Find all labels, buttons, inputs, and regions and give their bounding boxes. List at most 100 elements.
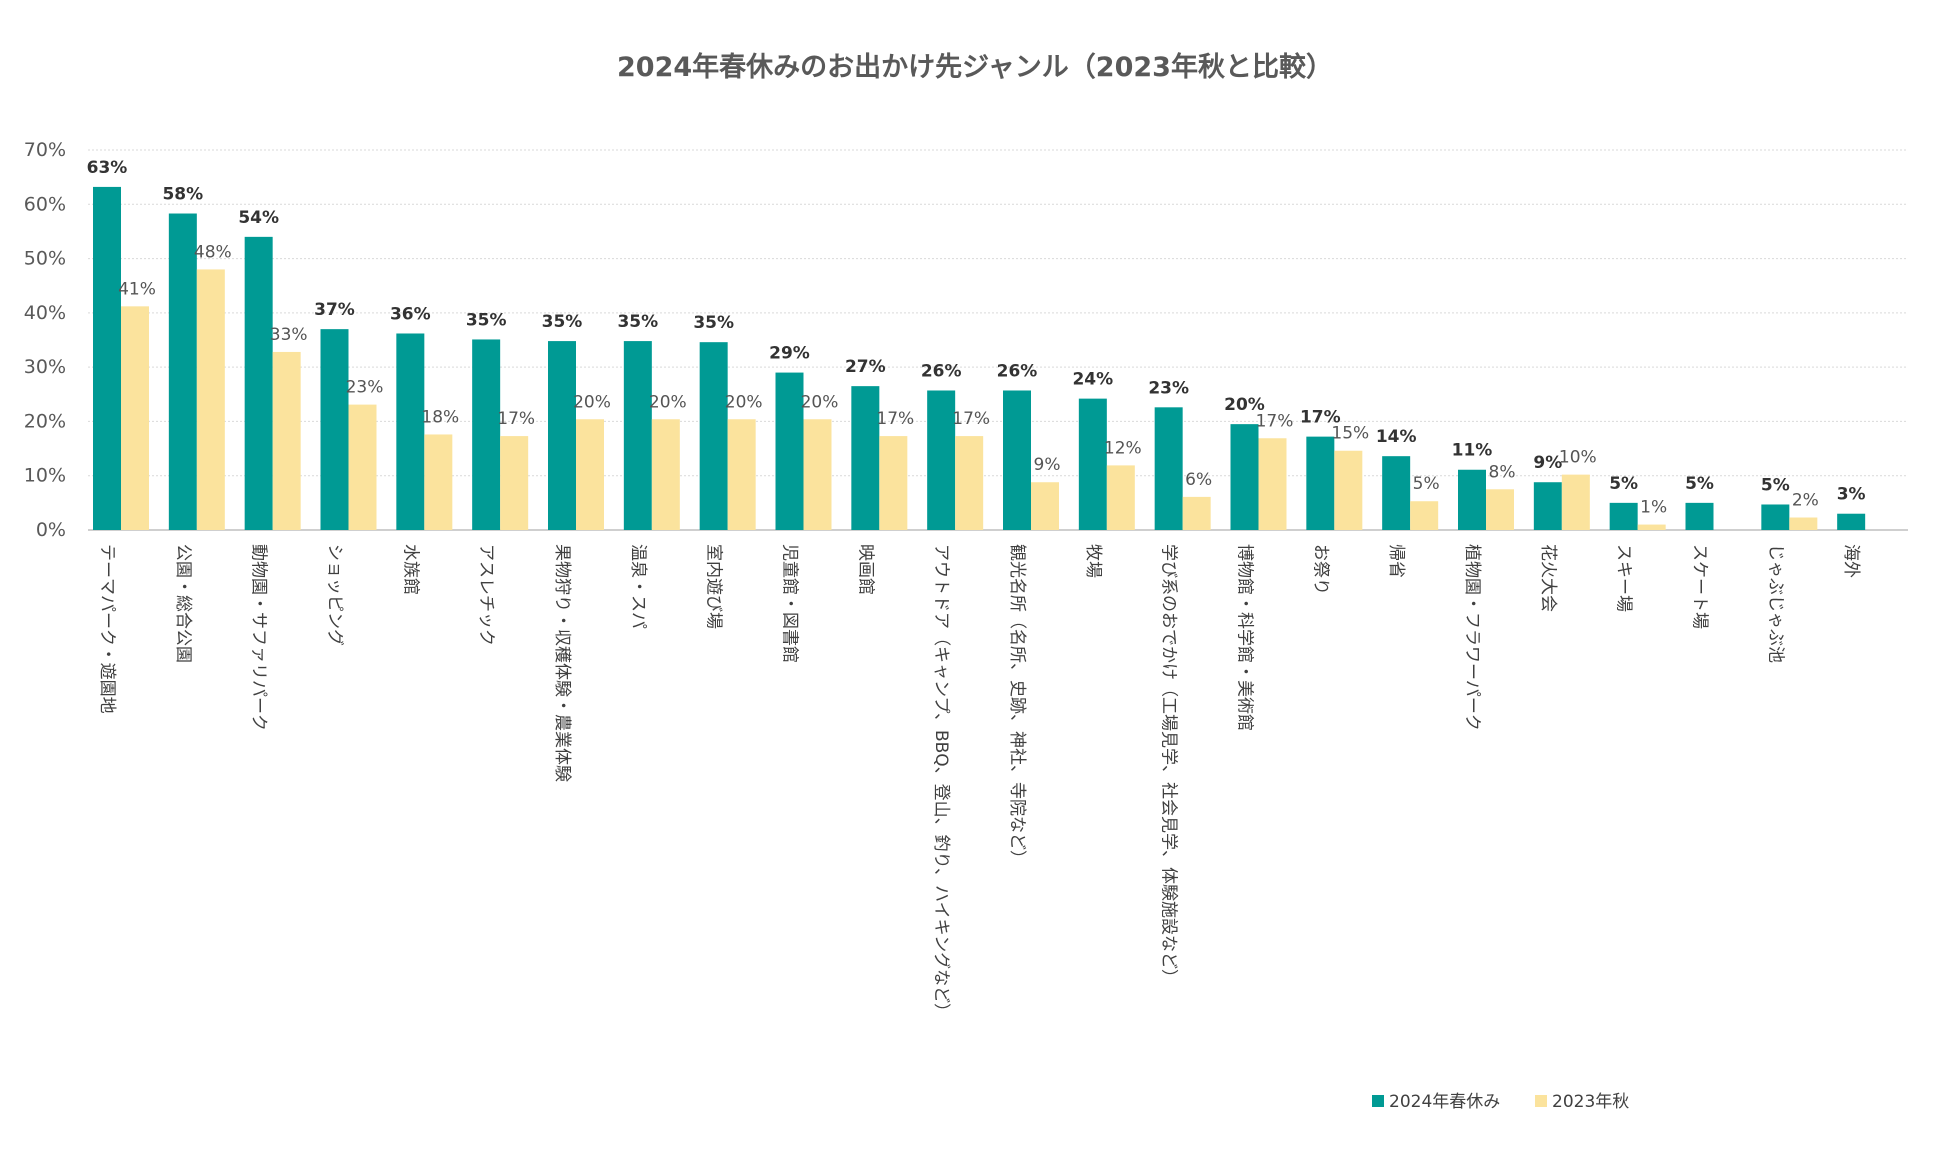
data-label-2023-autumn: 20% [725, 392, 763, 412]
bar-2024-spring [472, 339, 501, 530]
data-label-2023-autumn: 23% [346, 378, 384, 398]
data-label-2023-autumn: 15% [1331, 424, 1369, 444]
bar-2023-autumn [1637, 524, 1666, 530]
bar-2024-spring [244, 236, 273, 530]
data-label-2024-spring: 5% [1761, 475, 1790, 495]
category-label: スキー場 [1614, 544, 1634, 612]
bar-2024-spring [1003, 390, 1031, 530]
category-label: 海外 [1841, 544, 1861, 578]
data-label-2024-spring: 58% [162, 185, 203, 205]
bar-2024-spring [396, 333, 425, 530]
bar-2023-autumn [576, 419, 604, 530]
bar-2024-spring [623, 341, 652, 530]
data-label-2024-spring: 35% [693, 313, 734, 333]
bar-2024-spring [1230, 424, 1259, 530]
data-label-2024-spring: 11% [1452, 441, 1493, 461]
bar-2024-spring [1154, 407, 1183, 530]
chart-title: 2024年春休みのお出かけ先ジャンル（2023年秋と比較） [617, 51, 1333, 83]
bar-2024-spring [320, 329, 349, 530]
bar-2023-autumn [424, 434, 453, 530]
category-label: 公園・総合公園 [173, 544, 193, 663]
bar-2023-autumn [651, 419, 680, 530]
bar-2024-spring [1306, 436, 1335, 530]
bar-2023-autumn [803, 419, 832, 530]
bar-2023-autumn [348, 404, 377, 530]
data-label-2024-spring: 17% [1300, 408, 1341, 428]
y-tick-label: 70% [24, 139, 66, 161]
data-label-2024-spring: 35% [617, 312, 658, 332]
bar-2023-autumn [727, 419, 756, 530]
data-label-2023-autumn: 20% [573, 392, 611, 412]
data-label-2024-spring: 23% [1148, 378, 1189, 398]
bar-2024-spring [851, 386, 880, 530]
data-label-2023-autumn: 17% [1256, 411, 1294, 431]
y-tick-label: 30% [24, 356, 66, 378]
data-label-2023-autumn: 9% [1034, 455, 1061, 475]
data-label-2023-autumn: 8% [1489, 462, 1516, 482]
data-label-2023-autumn: 10% [1559, 448, 1597, 468]
bar-2024-spring [1609, 502, 1638, 530]
bar-2023-autumn [1789, 517, 1818, 530]
bar-2023-autumn [955, 436, 984, 530]
category-label: テーマパーク・遊園地 [97, 544, 117, 714]
category-label: アウトドア（キャンプ、BBQ、登山、釣り、ハイキングなど） [931, 544, 951, 1020]
data-label-2024-spring: 36% [390, 304, 431, 324]
data-label-2023-autumn: 20% [801, 392, 839, 412]
data-label-2024-spring: 63% [87, 158, 128, 178]
data-label-2024-spring: 3% [1837, 485, 1866, 505]
bar-2023-autumn [272, 351, 301, 530]
data-label-2024-spring: 27% [845, 357, 886, 377]
data-label-2023-autumn: 6% [1185, 470, 1212, 490]
legend-swatch-2024-spring [1372, 1095, 1384, 1107]
bar-2023-autumn [1182, 496, 1211, 530]
y-axis: 0% 10% 20% 30% 40% 50% 60% 70% [24, 139, 66, 541]
gridlines [88, 149, 1908, 531]
category-label: ショッピング [325, 544, 345, 646]
data-label-2024-spring: 5% [1609, 474, 1638, 494]
bar-2023-autumn [500, 436, 529, 530]
y-tick-label: 10% [24, 465, 66, 487]
bar-2023-autumn [1410, 501, 1439, 530]
bar-2023-autumn [1258, 438, 1287, 530]
data-label-2024-spring: 29% [769, 344, 810, 364]
bar-2023-autumn [1334, 450, 1363, 530]
data-label-2024-spring: 20% [1224, 395, 1265, 415]
data-label-2024-spring: 14% [1376, 427, 1417, 447]
bar-2024-spring [1837, 513, 1866, 530]
data-label-2023-autumn: 1% [1640, 498, 1667, 518]
data-label-2023-autumn: 33% [270, 325, 308, 345]
data-label-2023-autumn: 2% [1792, 491, 1819, 511]
y-tick-label: 40% [24, 302, 66, 324]
bar-2024-spring [927, 390, 956, 530]
legend-swatch-2023-autumn [1535, 1095, 1547, 1107]
category-label: 牧場 [1083, 544, 1103, 578]
bar-2024-spring [1533, 482, 1562, 530]
category-label: 温泉・スパ [628, 544, 648, 629]
category-label: 水族館 [400, 544, 420, 595]
bars [93, 186, 1866, 530]
data-label-2024-spring: 35% [466, 310, 507, 330]
bar-2023-autumn [121, 306, 149, 530]
data-label-2023-autumn: 41% [118, 279, 156, 299]
bar-2024-spring [699, 342, 728, 530]
bar-2024-spring [1382, 456, 1411, 530]
data-label-2023-autumn: 48% [194, 242, 232, 262]
data-label-2023-autumn: 17% [876, 409, 914, 429]
bar-2024-spring [775, 372, 804, 530]
bar-2023-autumn [879, 436, 908, 530]
category-label: じゃぶじゃぶ池 [1765, 544, 1785, 663]
category-label: アスレチック [476, 544, 496, 646]
category-label: お祭り [1310, 544, 1330, 595]
category-label: 帰省 [1386, 544, 1406, 578]
data-label-2024-spring: 26% [921, 361, 962, 381]
data-label-2023-autumn: 17% [497, 409, 535, 429]
category-label: 植物園・フラワーパーク [1462, 544, 1482, 731]
category-label: 室内遊び場 [704, 544, 724, 629]
bar-2024-spring [1685, 502, 1714, 530]
bar-2024-spring [168, 213, 197, 530]
bar-2023-autumn [1031, 482, 1059, 530]
data-label-2023-autumn: 18% [421, 407, 459, 427]
bar-2023-autumn [196, 269, 225, 530]
category-label: 博物館・科学館・美術館 [1235, 544, 1255, 731]
